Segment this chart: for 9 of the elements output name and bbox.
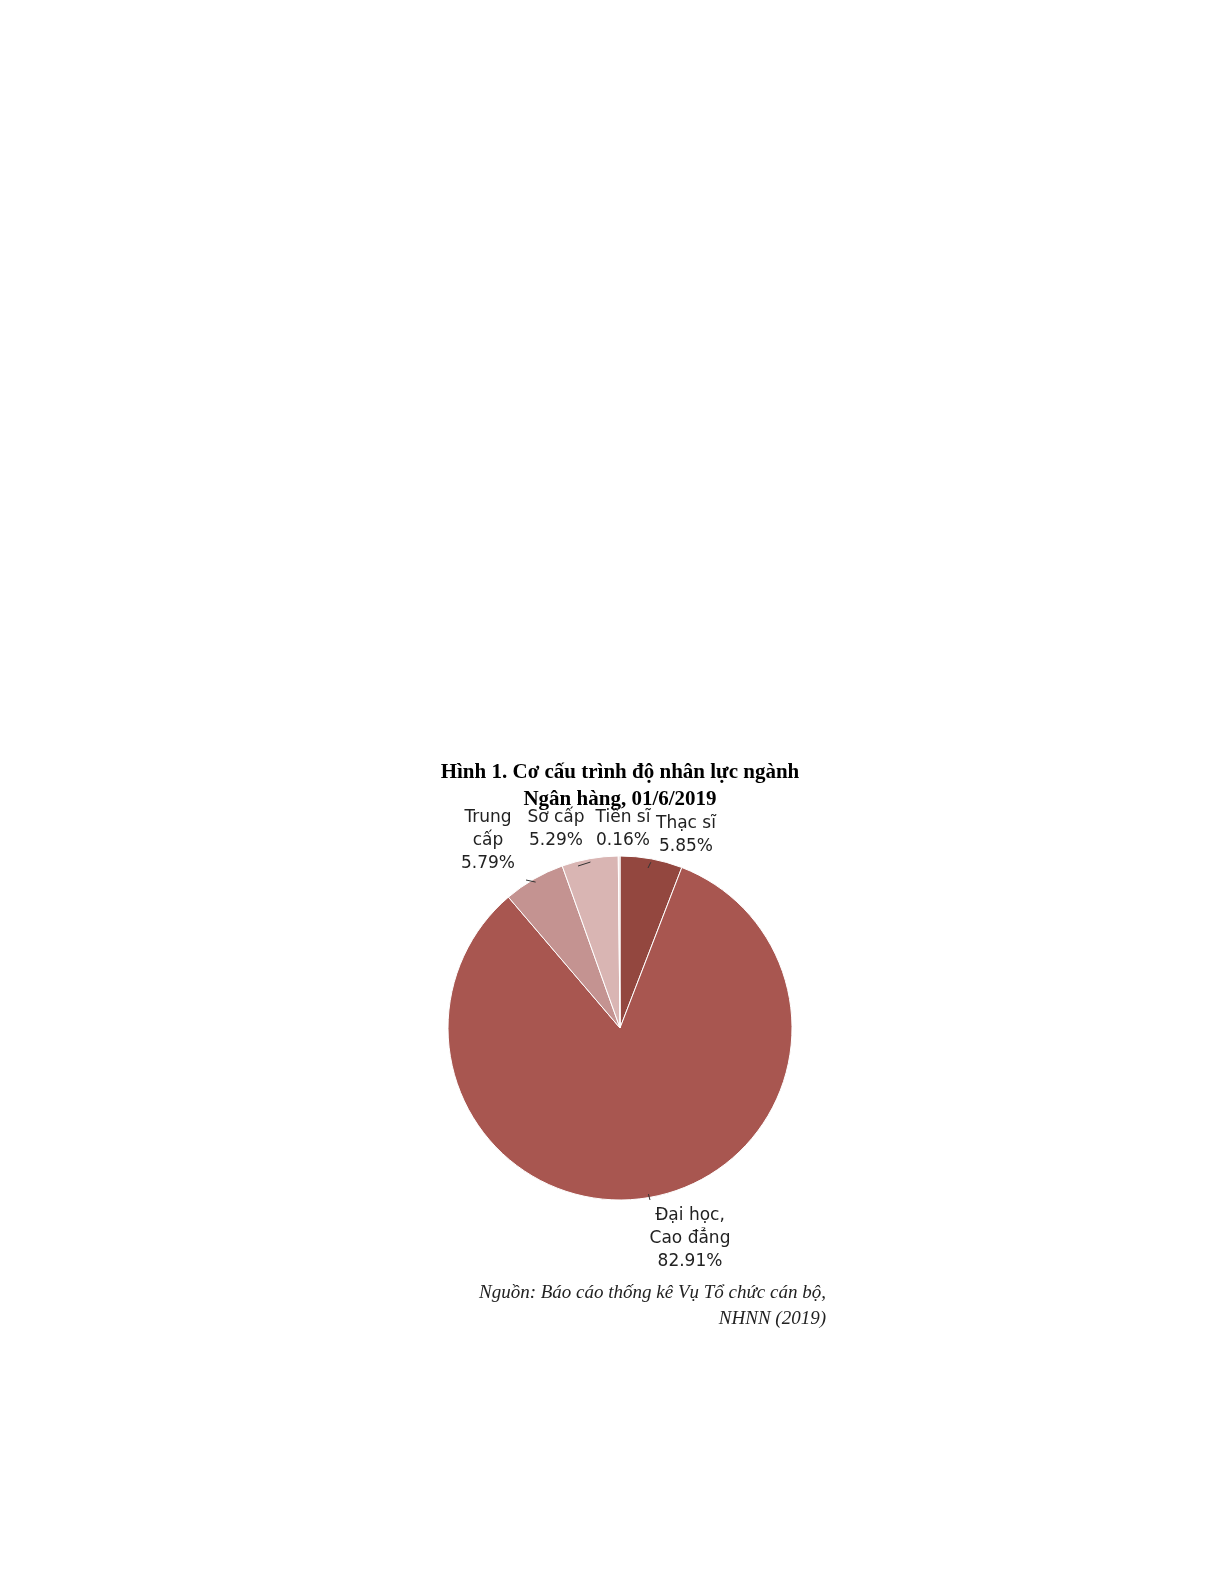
text: Nguồn: Báo cáo thống kê Vụ Tổ chức cán bộ, NHNN (2019): [477, 1281, 826, 1329]
data-label: 0.16%: [595, 829, 651, 849]
data-label: 82.91%: [657, 1250, 723, 1270]
slice-label: Trung cấp: [463, 806, 512, 849]
data-label: 5.29%: [528, 829, 584, 849]
slice-label: Đại học, Cao đẳng: [649, 1204, 731, 1247]
data-label: 5.79%: [460, 852, 516, 872]
slice-label: Thạc sĩ: [655, 812, 718, 832]
data-label: 5.85%: [658, 835, 714, 855]
